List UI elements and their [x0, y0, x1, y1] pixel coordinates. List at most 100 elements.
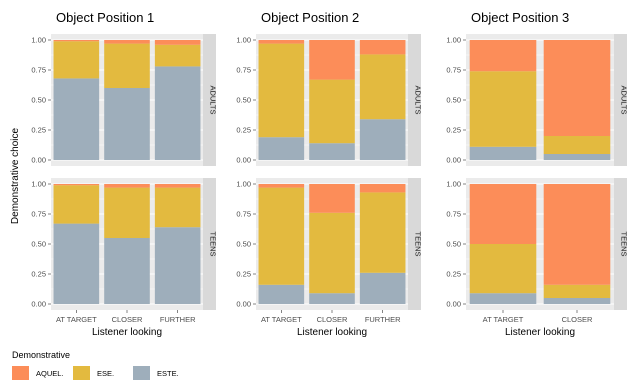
row-strip-label: TEENS: [620, 231, 629, 256]
bar-aquel-at-target: [258, 40, 305, 44]
legend-swatch-este: [133, 366, 150, 380]
row-strip: [614, 34, 627, 166]
y-tick-label: 0.75: [446, 210, 461, 219]
legend-label-este: ESTE.: [157, 369, 179, 378]
bar-ese-further: [154, 44, 201, 67]
bar-aquel-closer: [543, 184, 611, 285]
panel-title: Object Position 3: [471, 10, 569, 25]
y-tick-label: 1.00: [236, 36, 251, 45]
bar-ese-closer: [543, 136, 611, 154]
bar-ese-at-target: [53, 185, 100, 224]
bar-ese-at-target: [258, 187, 305, 285]
y-tick-label: 0.75: [31, 66, 46, 75]
row-strip: [203, 34, 216, 166]
bar-aquel-at-target: [469, 184, 537, 244]
bar-ese-closer: [104, 187, 150, 238]
y-tick-label: 0.50: [236, 240, 251, 249]
x-tick-label: FURTHER: [160, 315, 196, 324]
bar-aquel-further: [359, 40, 406, 55]
x-axis-title: Listener looking: [297, 327, 367, 338]
legend-label-aquel: AQUEL.: [36, 369, 64, 378]
y-tick-label: 0.50: [446, 240, 461, 249]
bar-este-closer: [543, 154, 611, 160]
x-tick-label: CLOSER: [317, 315, 348, 324]
y-tick-label: 1.00: [236, 180, 251, 189]
bar-aquel-closer: [309, 184, 355, 213]
bar-este-further: [154, 227, 201, 304]
bar-aquel-further: [154, 184, 201, 188]
bar-este-at-target: [469, 146, 537, 160]
legend-swatch-aquel: [12, 366, 29, 380]
row-strip: [408, 178, 421, 310]
bar-aquel-at-target: [53, 184, 100, 186]
x-tick-label: AT TARGET: [261, 315, 302, 324]
y-tick-label: 0.75: [236, 66, 251, 75]
y-tick-label: 0.75: [446, 66, 461, 75]
bar-ese-further: [359, 192, 406, 273]
row-strip-label: ADULTS: [620, 85, 629, 114]
x-tick-label: FURTHER: [365, 315, 401, 324]
y-axis-title: Demonstrative choice: [10, 127, 21, 224]
bar-ese-at-target: [469, 71, 537, 147]
y-tick-label: 0.00: [31, 300, 46, 309]
y-tick-label: 0.50: [31, 96, 46, 105]
y-tick-label: 1.00: [31, 36, 46, 45]
y-tick-label: 0.00: [446, 300, 461, 309]
y-tick-label: 1.00: [446, 180, 461, 189]
bar-aquel-closer: [104, 40, 150, 44]
row-strip: [203, 178, 216, 310]
y-tick-label: 0.25: [236, 270, 251, 279]
y-tick-label: 0.75: [236, 210, 251, 219]
bar-aquel-further: [154, 40, 201, 45]
bar-ese-closer: [543, 284, 611, 298]
bar-aquel-further: [359, 184, 406, 193]
legend-swatch-ese: [73, 366, 90, 380]
y-tick-label: 0.25: [236, 126, 251, 135]
bar-este-closer: [543, 298, 611, 304]
bar-este-closer: [104, 88, 150, 160]
y-tick-label: 0.50: [446, 96, 461, 105]
bar-este-closer: [104, 238, 150, 304]
bar-este-at-target: [258, 137, 305, 160]
x-tick-label: AT TARGET: [56, 315, 97, 324]
x-axis-title: Listener looking: [92, 327, 162, 338]
bar-aquel-at-target: [258, 184, 305, 188]
x-axis-title: Listener looking: [505, 327, 575, 338]
bar-aquel-closer: [309, 40, 355, 80]
bar-aquel-at-target: [53, 40, 100, 42]
y-tick-label: 0.00: [236, 156, 251, 165]
bar-ese-closer: [309, 79, 355, 144]
legend-title: Demonstrative: [12, 350, 70, 360]
bar-ese-further: [154, 187, 201, 228]
y-tick-label: 0.25: [446, 270, 461, 279]
bar-este-at-target: [258, 284, 305, 304]
bar-aquel-at-target: [469, 40, 537, 72]
x-tick-label: AT TARGET: [483, 315, 524, 324]
bar-este-at-target: [53, 223, 100, 304]
panel-title: Object Position 2: [261, 10, 359, 25]
panels-layer: Object Position 1 0.00 0.25 0.50 0.75 1.00 ADU…: [31, 10, 628, 338]
panel-title: Object Position 1: [56, 10, 154, 25]
bar-aquel-closer: [543, 40, 611, 136]
y-tick-label: 0.00: [446, 156, 461, 165]
y-tick-label: 0.50: [236, 96, 251, 105]
row-strip: [408, 34, 421, 166]
y-tick-label: 1.00: [446, 36, 461, 45]
bar-aquel-closer: [104, 184, 150, 188]
row-strip-label: TEENS: [414, 231, 423, 256]
bar-este-closer: [309, 293, 355, 304]
y-tick-label: 0.00: [236, 300, 251, 309]
bar-este-closer: [309, 143, 355, 160]
bar-este-at-target: [469, 293, 537, 304]
legend: Demonstrative AQUEL. ESE. ESTE.: [12, 350, 179, 380]
bar-ese-closer: [309, 212, 355, 294]
y-tick-label: 0.00: [31, 156, 46, 165]
bar-ese-at-target: [258, 43, 305, 138]
bar-ese-at-target: [469, 244, 537, 294]
y-tick-label: 0.25: [446, 126, 461, 135]
bar-este-further: [359, 119, 406, 160]
row-strip-label: TEENS: [209, 231, 218, 256]
x-tick-label: CLOSER: [112, 315, 143, 324]
